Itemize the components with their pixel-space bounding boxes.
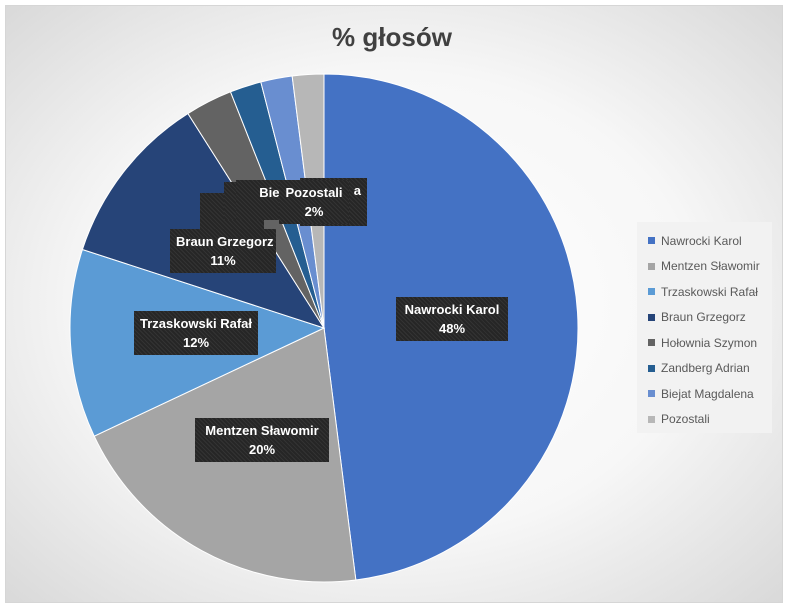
legend-label: Nawrocki Karol xyxy=(661,233,742,248)
chart-title: % głosów xyxy=(332,22,452,52)
legend-swatch xyxy=(648,313,655,321)
legend-item: Braun Grzegorz xyxy=(648,305,772,331)
legend-swatch xyxy=(648,415,655,423)
label-trzaskowski: Trzaskowski Rafał 12% xyxy=(134,311,258,355)
legend-label: Braun Grzegorz xyxy=(661,310,746,325)
legend-item: Biejat Magdalena xyxy=(648,381,772,407)
legend-item: Mentzen Sławomir xyxy=(648,254,772,280)
label-nawrocki: Nawrocki Karol 48% xyxy=(396,297,508,341)
legend-swatch xyxy=(648,364,655,372)
legend: Nawrocki Karol Mentzen Sławomir Trzaskowsk… xyxy=(637,222,772,433)
legend-label: Mentzen Sławomir xyxy=(661,259,760,274)
legend-label: Hołownia Szymon xyxy=(661,335,758,350)
legend-swatch xyxy=(648,288,655,296)
label-pozostali: Pozostali 2% xyxy=(279,180,349,224)
legend-item: Pozostali xyxy=(648,407,772,433)
legend-label: Biejat Magdalena xyxy=(661,386,754,401)
legend-swatch xyxy=(648,262,655,270)
legend-swatch xyxy=(648,339,655,347)
legend-item: Zandberg Adrian xyxy=(648,356,772,382)
legend-label: Zandberg Adrian xyxy=(661,361,750,376)
legend-label: Trzaskowski Rafał xyxy=(661,284,758,299)
legend-swatch xyxy=(648,390,655,398)
legend-item: Nawrocki Karol xyxy=(648,228,772,254)
legend-item: Trzaskowski Rafał xyxy=(648,279,772,305)
legend-swatch xyxy=(648,237,655,245)
legend-label: Pozostali xyxy=(661,412,710,427)
legend-item: Hołownia Szymon xyxy=(648,330,772,356)
label-mentzen: Mentzen Sławomir 20% xyxy=(195,418,329,462)
label-braun: Braun Grzegorz 11% xyxy=(170,229,276,273)
